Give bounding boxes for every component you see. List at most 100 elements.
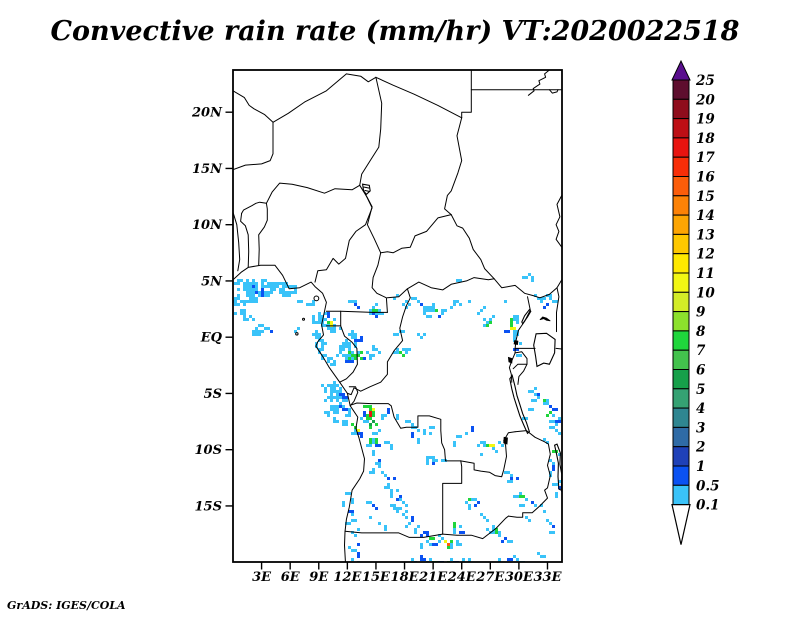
rain-cell bbox=[345, 360, 348, 363]
rain-cell bbox=[510, 558, 513, 561]
rain-cell bbox=[537, 393, 540, 396]
border-line bbox=[272, 73, 347, 123]
rain-cell bbox=[504, 330, 507, 333]
rain-cell bbox=[279, 291, 282, 294]
rain-cell bbox=[438, 315, 441, 318]
rain-cell bbox=[555, 408, 558, 411]
rain-cell bbox=[237, 294, 240, 297]
rain-cell bbox=[405, 351, 408, 354]
rain-cell bbox=[468, 498, 471, 501]
rain-cell bbox=[396, 348, 399, 351]
rain-cell bbox=[549, 471, 552, 474]
rain-cell bbox=[549, 531, 552, 534]
rain-cell bbox=[369, 417, 372, 420]
rain-cell bbox=[402, 513, 405, 516]
rain-cell bbox=[429, 543, 432, 546]
rain-cell bbox=[318, 318, 321, 321]
rain-cell bbox=[372, 450, 375, 453]
colorbar-arrow-below bbox=[671, 504, 691, 545]
rain-cell bbox=[396, 414, 399, 417]
rain-cell bbox=[456, 300, 459, 303]
rain-cell bbox=[372, 504, 375, 507]
rain-cell bbox=[459, 531, 462, 534]
rain-cell bbox=[474, 498, 477, 501]
rain-cell bbox=[366, 414, 369, 417]
rain-cell bbox=[432, 543, 435, 546]
rain-cell bbox=[369, 414, 372, 417]
rain-cell bbox=[351, 519, 354, 522]
rain-cell bbox=[552, 426, 555, 429]
rain-cell bbox=[393, 507, 396, 510]
rain-cell bbox=[372, 354, 375, 357]
rain-cell bbox=[516, 495, 519, 498]
rain-cell bbox=[234, 282, 237, 285]
rain-cell bbox=[333, 417, 336, 420]
rain-cell bbox=[369, 354, 372, 357]
rain-cell bbox=[507, 471, 510, 474]
rain-cell bbox=[330, 384, 333, 387]
rain-cell bbox=[360, 432, 363, 435]
rain-cell bbox=[324, 342, 327, 345]
lake-outline bbox=[361, 183, 371, 196]
rain-cell bbox=[549, 294, 552, 297]
rain-cell bbox=[372, 306, 375, 309]
rain-cell bbox=[327, 396, 330, 399]
rain-cell bbox=[411, 516, 414, 519]
rain-cell bbox=[363, 357, 366, 360]
colorbar-label: 13 bbox=[696, 227, 715, 243]
border-line bbox=[233, 211, 241, 272]
rain-cell bbox=[513, 318, 516, 321]
rain-cell bbox=[261, 285, 264, 288]
lake-chad-hatch bbox=[364, 189, 370, 192]
rain-cell bbox=[318, 321, 321, 324]
rain-cell bbox=[384, 528, 387, 531]
rain-cell bbox=[330, 393, 333, 396]
rain-cell bbox=[546, 303, 549, 306]
rain-cell bbox=[453, 444, 456, 447]
rain-cell bbox=[351, 360, 354, 363]
lake-chad-hatch bbox=[363, 186, 370, 189]
rain-cell bbox=[366, 444, 369, 447]
rain-cell bbox=[291, 291, 294, 294]
rain-cell bbox=[264, 279, 267, 282]
rain-cell bbox=[282, 291, 285, 294]
rain-cell bbox=[282, 294, 285, 297]
rain-cell bbox=[513, 555, 516, 558]
rain-cell bbox=[348, 492, 351, 495]
rain-cell bbox=[555, 492, 558, 495]
rain-cell bbox=[483, 306, 486, 309]
rain-cell bbox=[339, 393, 342, 396]
border-line bbox=[241, 201, 267, 214]
rain-cell bbox=[306, 303, 309, 306]
lon-label: 21E bbox=[418, 570, 448, 585]
rain-cell bbox=[294, 291, 297, 294]
rain-cell bbox=[552, 525, 555, 528]
border-line bbox=[517, 363, 528, 385]
rain-cell bbox=[369, 405, 372, 408]
rain-cell bbox=[339, 387, 342, 390]
rain-cell bbox=[243, 318, 246, 321]
rain-cell bbox=[261, 288, 264, 291]
rain-cell bbox=[321, 348, 324, 351]
rain-cell bbox=[315, 336, 318, 339]
rain-cell bbox=[429, 537, 432, 540]
rain-cell bbox=[348, 510, 351, 513]
rain-cell bbox=[288, 294, 291, 297]
rain-cell bbox=[420, 555, 423, 558]
border-line bbox=[348, 386, 359, 407]
rain-cell bbox=[432, 309, 435, 312]
rain-cell bbox=[357, 432, 360, 435]
rain-cell bbox=[537, 297, 540, 300]
rain-cell bbox=[318, 312, 321, 315]
rain-cell bbox=[348, 411, 351, 414]
lat-label: 15N bbox=[192, 162, 223, 177]
rain-cell bbox=[339, 402, 342, 405]
rain-cell bbox=[534, 393, 537, 396]
rain-cell bbox=[348, 522, 351, 525]
rain-cell bbox=[351, 510, 354, 513]
rain-cell bbox=[498, 441, 501, 444]
rain-cell bbox=[267, 291, 270, 294]
rain-cell bbox=[423, 309, 426, 312]
rain-cell bbox=[501, 540, 504, 543]
rain-cell bbox=[447, 543, 450, 546]
